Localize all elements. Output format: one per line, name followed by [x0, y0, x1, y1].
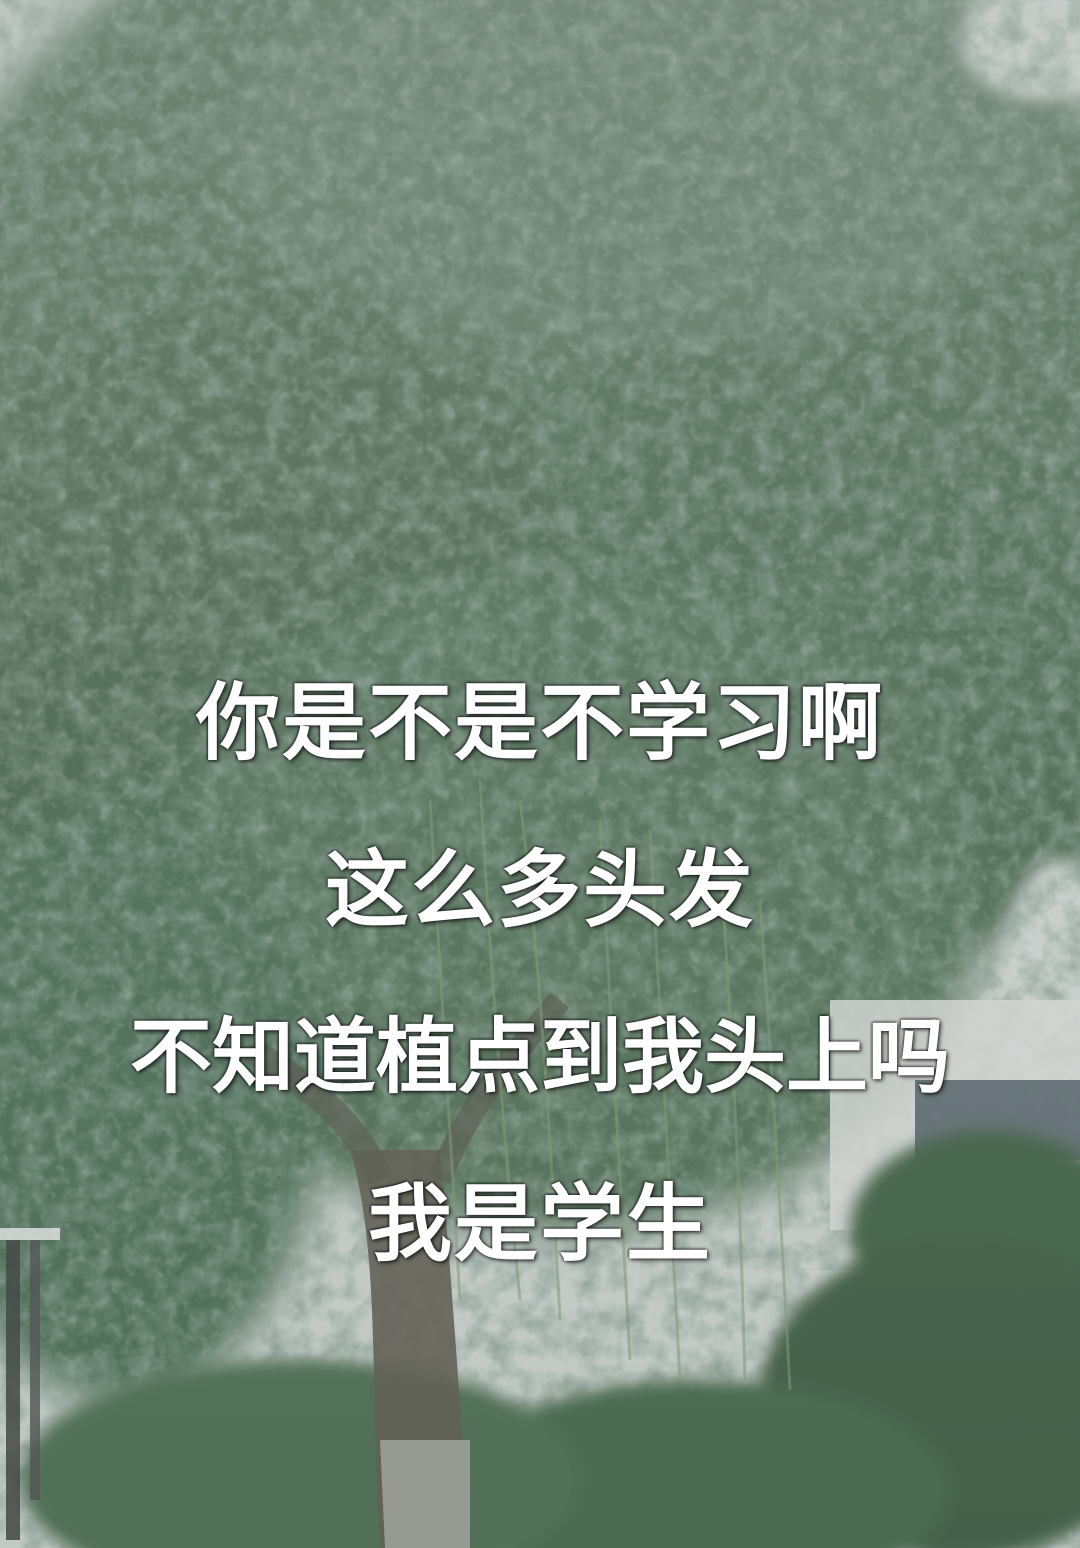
caption-line: 你是不是不学习啊 [195, 674, 884, 772]
caption-line: 这么多头发 [324, 841, 755, 939]
caption-line: 我是学生 [367, 1175, 712, 1273]
caption-line: 不知道植点到我头上吗 [129, 1010, 950, 1105]
caption-text: 你是不是不学习啊 这么多头发 不知道植点到我头上吗 我是学生 [0, 640, 1080, 1308]
